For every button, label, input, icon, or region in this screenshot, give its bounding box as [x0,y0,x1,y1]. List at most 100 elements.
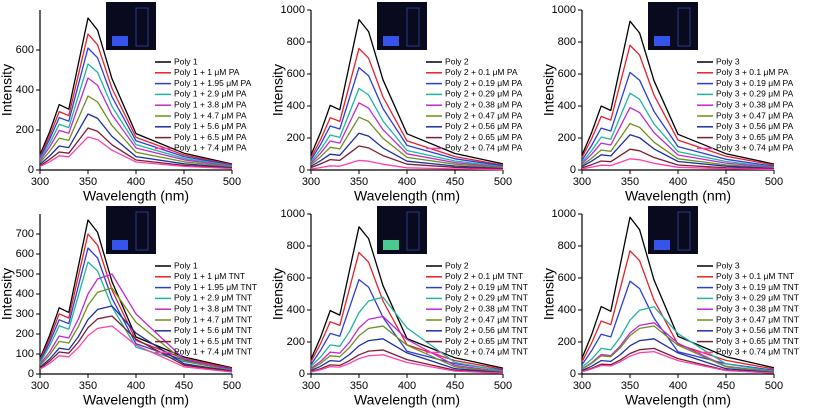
legend-label: Poly 1 + 2.9 μM PA [174,89,247,99]
y-tick-label: 1000 [552,208,576,220]
legend-label: Poly 3 + 0.1 μM TNT [716,271,794,281]
series-line [581,44,775,166]
y-tick-label: 400 [287,100,305,112]
series-line [39,247,233,370]
y-tick-label: 100 [16,348,34,360]
legend-label: Poly 3 + 0.56 μM TNT [716,325,799,335]
legend-label: Poly 1 + 2.9 μM TNT [174,293,252,303]
x-axis-label: Wavelength (nm) [354,392,460,408]
series-line [310,251,504,370]
legend-label: Poly 1 + 4.7 μM TNT [174,314,252,324]
photo-vial [677,211,691,251]
x-tick-label: 350 [79,176,97,188]
legend-label: Poly 2 + 0.38 μM PA [445,99,523,109]
series-line [39,233,233,370]
legend-label: Poly 1 [174,56,198,66]
series-line [581,158,775,171]
y-tick-label: 200 [287,132,305,144]
series-line [581,306,775,372]
series-line [39,127,233,170]
series-line [310,87,504,168]
legend-label: Poly 3 [716,260,740,270]
y-axis-label: Intensity [0,64,15,116]
legend-label: Poly 2 + 0.65 μM TNT [445,336,528,346]
x-tick-label: 400 [127,176,145,188]
legend-label: Poly 2 + 0.47 μM TNT [445,314,528,324]
y-tick-label: 400 [287,304,305,316]
y-tick-label: 500 [16,268,34,280]
y-tick-label: 200 [16,124,34,136]
series-line [39,95,233,168]
photo-vial [135,7,149,47]
legend-label: Poly 3 + 0.65 μM TNT [716,336,799,346]
x-tick-label: 350 [621,380,639,392]
x-tick-label: 500 [494,176,512,188]
series-line [581,122,775,169]
series-line [310,278,504,371]
series-line [39,77,233,168]
y-tick-label: 600 [558,68,576,80]
legend-label: Poly 2 + 0.1 μM TNT [445,271,523,281]
series-line [310,47,504,166]
legend-label: Poly 2 + 0.19 μM TNT [445,282,528,292]
legend-label: Poly 3 + 0.65 μM PA [716,132,794,142]
series-line [581,325,775,373]
x-tick-label: 450 [175,380,193,392]
y-tick-label: 800 [558,36,576,48]
photo-vial [406,7,420,47]
y-tick-label: 1000 [281,4,305,16]
legend-label: Poly 1 + 5.6 μM TNT [174,325,252,335]
series-line [310,338,504,374]
legend-label: Poly 1 + 1 μM PA [174,67,240,77]
x-axis-label: Wavelength (nm) [625,392,731,408]
series-line [310,102,504,168]
series-line [581,322,775,373]
legend-label: Poly 2 + 0.47 μM PA [445,110,523,120]
series-line [310,296,504,372]
series-line [581,20,775,165]
y-tick-label: 0 [570,164,576,176]
x-tick-label: 450 [446,176,464,188]
photo-vial-glow [112,36,128,46]
legend-label: Poly 2 + 0.74 μM TNT [445,347,528,357]
x-axis-label: Wavelength (nm) [625,188,731,204]
series-line [310,18,504,165]
x-tick-label: 450 [446,380,464,392]
series-line [310,116,504,169]
x-tick-label: 500 [223,176,241,188]
x-tick-label: 450 [717,380,735,392]
y-tick-label: 400 [16,84,34,96]
legend-label: Poly 3 + 0.47 μM PA [716,110,794,120]
series-line [310,226,504,369]
series-line [581,106,775,169]
y-tick-label: 0 [299,368,305,380]
series-line [39,273,233,371]
y-tick-label: 600 [16,248,34,260]
x-tick-label: 300 [302,176,320,188]
photo-vial-glow [654,36,670,46]
y-axis-label: Intensity [541,268,557,320]
x-tick-label: 300 [573,380,591,392]
legend-label: Poly 3 + 0.38 μM TNT [716,303,799,313]
series-line [581,92,775,168]
x-tick-label: 500 [765,176,783,188]
photo-vial-glow [383,36,399,46]
series-line [39,305,233,372]
series-line [39,17,233,165]
legend-label: Poly 1 + 1 μM TNT [174,271,245,281]
series-line [581,347,775,374]
series-line [581,148,775,170]
legend-label: Poly 1 [174,260,198,270]
x-tick-label: 300 [302,380,320,392]
series-line [581,280,775,371]
y-tick-label: 0 [28,368,34,380]
series-line [39,287,233,372]
series-line [310,349,504,374]
y-axis-label: Intensity [270,64,286,116]
y-tick-label: 300 [16,308,34,320]
x-axis-label: Wavelength (nm) [83,188,189,204]
series-line [581,71,775,167]
y-tick-label: 700 [16,228,34,240]
y-tick-label: 400 [558,100,576,112]
legend-label: Poly 3 + 0.1 μM PA [716,67,789,77]
